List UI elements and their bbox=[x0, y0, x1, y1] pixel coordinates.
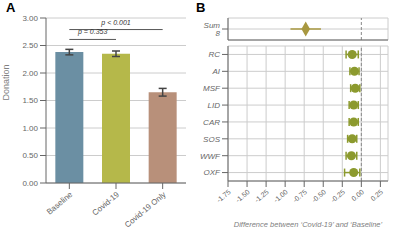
svg-text:-0.50: -0.50 bbox=[310, 188, 327, 204]
svg-text:Sum8: Sum8 bbox=[204, 21, 221, 38]
svg-text:0.25: 0.25 bbox=[369, 188, 384, 202]
html-text:A: A bbox=[6, 0, 16, 15]
svg-text:1.50: 1.50 bbox=[22, 96, 38, 105]
svg-text:Baseline: Baseline bbox=[45, 190, 75, 217]
svg-text:-1.00: -1.00 bbox=[272, 188, 289, 204]
svg-text:MSF: MSF bbox=[203, 84, 221, 93]
html-text:B: B bbox=[196, 0, 206, 15]
svg-text:p < 0.001: p < 0.001 bbox=[100, 19, 130, 27]
svg-text:2.00: 2.00 bbox=[22, 69, 38, 78]
svg-text:-1.75: -1.75 bbox=[215, 188, 232, 204]
svg-text:0.00: 0.00 bbox=[350, 188, 365, 202]
svg-text:-0.25: -0.25 bbox=[329, 188, 346, 204]
svg-text:3.00: 3.00 bbox=[22, 14, 38, 23]
svg-text:OXF: OXF bbox=[204, 168, 222, 177]
svg-text:Donation: Donation bbox=[8, 64, 11, 100]
svg-text:Difference between ‘Covid-19’: Difference between ‘Covid-19’ and ‘Basel… bbox=[234, 220, 383, 227]
svg-text:2.50: 2.50 bbox=[22, 41, 38, 50]
svg-text:RC: RC bbox=[208, 50, 220, 59]
svg-text:-1.25: -1.25 bbox=[253, 188, 270, 204]
svg-text:-1.50: -1.50 bbox=[234, 188, 251, 204]
svg-text:1.00: 1.00 bbox=[22, 124, 38, 133]
svg-text:p = 0.353: p = 0.353 bbox=[77, 28, 107, 36]
svg-text:-0.75: -0.75 bbox=[291, 188, 308, 204]
svg-text:AI: AI bbox=[211, 67, 220, 76]
svg-text:Covid-19: Covid-19 bbox=[91, 190, 122, 218]
svg-text:CAR: CAR bbox=[203, 118, 220, 127]
svg-text:0.00: 0.00 bbox=[22, 179, 38, 188]
svg-text:WWF: WWF bbox=[200, 152, 221, 161]
svg-text:Covid-19 Only: Covid-19 Only bbox=[123, 190, 168, 227]
svg-text:0.50: 0.50 bbox=[22, 151, 38, 160]
svg-text:LID: LID bbox=[208, 101, 221, 110]
svg-text:SOS: SOS bbox=[203, 135, 221, 144]
